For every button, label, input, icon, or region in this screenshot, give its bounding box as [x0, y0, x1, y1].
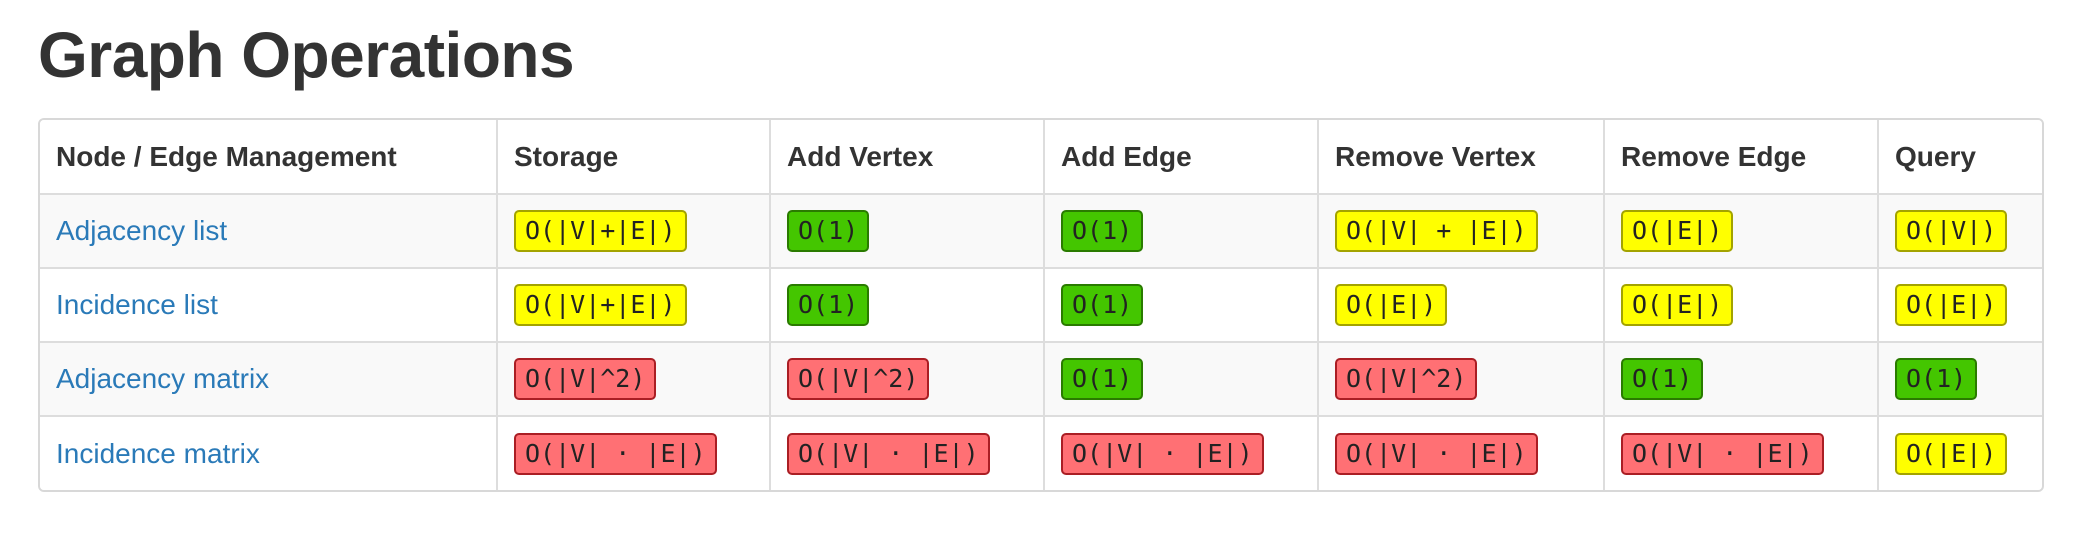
header-add-edge: Add Edge — [1044, 120, 1319, 195]
complexity-badge: O(|V|+|E|) — [514, 284, 687, 326]
header-add-vertex: Add Vertex — [770, 120, 1045, 195]
row-name-cell: Incidence matrix — [40, 416, 498, 490]
header-remove-edge: Remove Edge — [1604, 120, 1879, 195]
row-name-link[interactable]: Incidence list — [56, 289, 218, 320]
header-query: Query — [1878, 120, 2042, 195]
row-name-link[interactable]: Adjacency list — [56, 215, 228, 246]
complexity-badge: O(|V|) — [1895, 210, 2008, 252]
complexity-badge: O(|V| · |E|) — [1335, 432, 1538, 475]
complexity-badge: O(|V|^2) — [514, 358, 657, 400]
remove-vertex-cell: O(|V|^2) — [1318, 342, 1605, 417]
table-row: Adjacency matrix O(|V|^2) O(|V|^2) O(1) O(|V… — [40, 342, 2042, 417]
query-cell: O(|V|) — [1878, 194, 2042, 269]
storage-cell: O(|V| · |E|) — [497, 416, 771, 490]
complexity-badge: O(1) — [787, 284, 870, 326]
row-name-cell: Adjacency list — [40, 194, 498, 269]
complexity-badge: O(|V| + |E|) — [1335, 210, 1538, 252]
storage-cell: O(|V|+|E|) — [497, 194, 771, 269]
complexity-badge: O(|E|) — [1895, 432, 2008, 475]
complexity-badge: O(1) — [1061, 210, 1144, 252]
add-edge-cell: O(|V| · |E|) — [1044, 416, 1319, 490]
add-vertex-cell: O(|V|^2) — [770, 342, 1045, 417]
query-cell: O(|E|) — [1878, 268, 2042, 343]
complexity-badge: O(|V|^2) — [1335, 358, 1478, 400]
remove-vertex-cell: O(|V| · |E|) — [1318, 416, 1605, 490]
complexity-badge: O(|E|) — [1621, 284, 1734, 326]
complexity-badge: O(1) — [787, 210, 870, 252]
remove-edge-cell: O(|E|) — [1604, 268, 1879, 343]
complexity-badge: O(|E|) — [1621, 210, 1734, 252]
storage-cell: O(|V|+|E|) — [497, 268, 771, 343]
complexity-badge: O(1) — [1895, 358, 1978, 400]
query-cell: O(|E|) — [1878, 416, 2042, 490]
row-name-cell: Adjacency matrix — [40, 342, 498, 417]
add-edge-cell: O(1) — [1044, 268, 1319, 343]
table-row: Adjacency list O(|V|+|E|) O(1) O(1) O(|V| + … — [40, 194, 2042, 269]
complexity-badge: O(1) — [1621, 358, 1704, 400]
complexity-badge: O(|V| · |E|) — [787, 432, 990, 475]
complexity-badge: O(1) — [1061, 284, 1144, 326]
complexity-badge: O(|V| · |E|) — [514, 432, 717, 475]
remove-edge-cell: O(|E|) — [1604, 194, 1879, 269]
add-vertex-cell: O(1) — [770, 268, 1045, 343]
header-node-edge-management: Node / Edge Management — [40, 120, 498, 195]
row-name-link[interactable]: Incidence matrix — [56, 437, 260, 469]
complexity-badge: O(1) — [1061, 358, 1144, 400]
header-remove-vertex: Remove Vertex — [1318, 120, 1605, 195]
add-edge-cell: O(1) — [1044, 194, 1319, 269]
query-cell: O(1) — [1878, 342, 2042, 417]
complexity-badge: O(|V| · |E|) — [1061, 432, 1264, 475]
remove-vertex-cell: O(|V| + |E|) — [1318, 194, 1605, 269]
row-name-link[interactable]: Adjacency matrix — [56, 363, 270, 394]
page-title: Graph Operations — [38, 19, 575, 91]
add-vertex-cell: O(|V| · |E|) — [770, 416, 1045, 490]
row-name-cell: Incidence list — [40, 268, 498, 343]
complexity-badge: O(|V|^2) — [787, 358, 930, 400]
remove-edge-cell: O(1) — [1604, 342, 1879, 417]
complexity-badge: O(|V|+|E|) — [514, 210, 687, 252]
graph-operations-table: Node / Edge Management Storage Add Verte… — [40, 120, 2042, 490]
complexity-badge: O(|E|) — [1895, 284, 2008, 326]
remove-vertex-cell: O(|E|) — [1318, 268, 1605, 343]
storage-cell: O(|V|^2) — [497, 342, 771, 417]
add-vertex-cell: O(1) — [770, 194, 1045, 269]
table-row: Incidence list O(|V|+|E|) O(1) O(1) O(|E|) O(… — [40, 268, 2042, 343]
complexity-badge: O(|E|) — [1335, 284, 1448, 326]
table-row: Incidence matrix O(|V| · |E|) O(|V| · |E|)… — [40, 416, 2042, 490]
graph-operations-table-wrapper: Node / Edge Management Storage Add Verte… — [38, 118, 2044, 492]
add-edge-cell: O(1) — [1044, 342, 1319, 417]
table-header-row: Node / Edge Management Storage Add Verte… — [40, 120, 2042, 195]
remove-edge-cell: O(|V| · |E|) — [1604, 416, 1879, 490]
header-storage: Storage — [497, 120, 771, 195]
complexity-badge: O(|V| · |E|) — [1621, 432, 1824, 475]
